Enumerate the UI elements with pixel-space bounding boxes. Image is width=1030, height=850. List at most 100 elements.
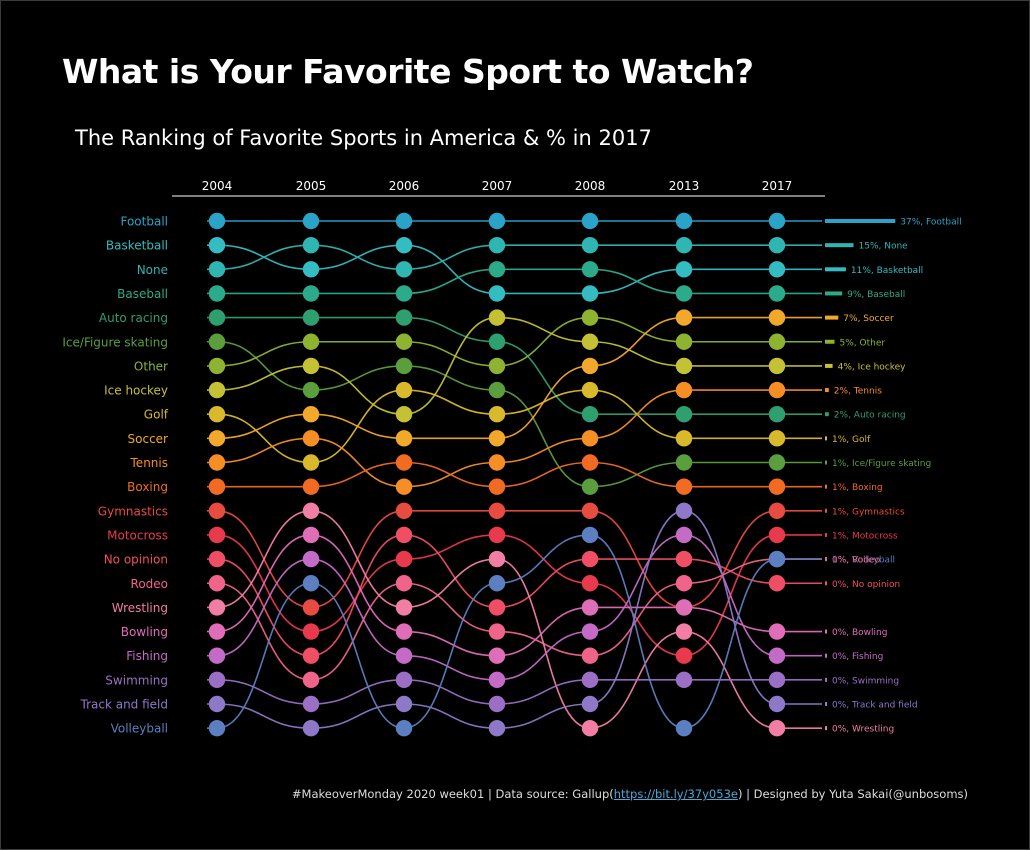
point-motocross-2007 — [488, 526, 506, 544]
point-soccer-2013 — [675, 309, 693, 326]
point-wrestling-2008 — [581, 719, 599, 737]
pct-bar-bowling — [825, 629, 827, 634]
pct-label-ice-figure-skating: 1%, Ice/Figure skating — [832, 459, 931, 469]
point-no-opinion-2008 — [581, 550, 599, 568]
point-track-and-field-2005 — [302, 719, 320, 737]
point-basketball-2008 — [581, 285, 599, 302]
point-volleyball-2017 — [768, 550, 786, 568]
point-wrestling-2007 — [488, 550, 506, 568]
point-motocross-2006 — [395, 550, 413, 568]
point-motocross-2013 — [675, 647, 693, 664]
point-ice-figure-skating-2007 — [488, 381, 506, 399]
year-label-2007: 2007 — [482, 179, 513, 193]
point-track-and-field-2008 — [581, 695, 599, 713]
point-auto-racing-2017 — [768, 406, 786, 423]
point-bowling-2004 — [208, 623, 226, 640]
point-auto-racing-2006 — [395, 309, 413, 326]
left-label-swimming: Swimming — [105, 673, 168, 687]
point-ice-hockey-2005 — [302, 357, 320, 375]
left-label-no-opinion: No opinion — [104, 553, 168, 567]
point-soccer-2008 — [581, 357, 599, 375]
point-none-2007 — [488, 236, 506, 254]
point-basketball-2006 — [395, 236, 413, 254]
series-line-boxing — [207, 461, 822, 488]
point-auto-racing-2008 — [581, 406, 599, 423]
point-no-opinion-2006 — [395, 526, 413, 544]
pct-label-none: 15%, None — [859, 242, 909, 252]
pct-bar-soccer — [825, 315, 839, 320]
pct-label-auto-racing: 2%, Auto racing — [834, 411, 906, 421]
point-auto-racing-2013 — [675, 406, 693, 423]
left-label-gymnastics: Gymnastics — [98, 504, 168, 518]
point-bowling-2005 — [302, 526, 320, 544]
point-wrestling-2013 — [675, 623, 693, 640]
pct-bar-motocross — [825, 532, 827, 537]
point-none-2006 — [395, 261, 413, 278]
point-baseball-2013 — [675, 285, 693, 302]
point-soccer-2005 — [302, 406, 320, 423]
pct-bar-tennis — [825, 388, 829, 393]
point-motocross-2008 — [581, 575, 599, 592]
left-label-tennis: Tennis — [130, 456, 168, 470]
source-link[interactable]: https://bit.ly/37y053e — [613, 787, 738, 801]
point-auto-racing-2007 — [488, 333, 506, 350]
point-basketball-2004 — [208, 236, 226, 254]
point-gymnastics-2007 — [488, 502, 506, 519]
point-football-2007 — [488, 212, 506, 230]
point-basketball-2007 — [488, 285, 506, 302]
point-none-2013 — [675, 236, 693, 254]
pct-bar-no-opinion — [825, 581, 827, 586]
point-no-opinion-2007 — [488, 599, 506, 616]
pct-label-other: 5%, Other — [840, 338, 886, 348]
point-other-2006 — [395, 333, 413, 350]
series-line-ice-hockey — [207, 316, 822, 416]
pct-label-boxing: 1%, Boxing — [832, 483, 883, 493]
point-golf-2013 — [675, 430, 693, 447]
point-volleyball-2013 — [675, 719, 693, 737]
point-fishing-2017 — [768, 647, 786, 664]
point-tennis-2005 — [302, 430, 320, 447]
year-label-2017: 2017 — [762, 179, 793, 193]
pct-label-wrestling: 0%, Wrestling — [832, 725, 894, 735]
point-auto-racing-2004 — [208, 309, 226, 326]
footer-suffix: ) | Designed by Yuta Sakai(@unbosoms) — [737, 787, 968, 801]
point-no-opinion-2005 — [302, 647, 320, 664]
point-golf-2005 — [302, 454, 320, 471]
pct-bar-golf — [825, 436, 827, 441]
point-rodeo-2004 — [208, 575, 226, 592]
pct-label-rodeo: 0%, Rodeo — [832, 556, 881, 566]
point-boxing-2004 — [208, 478, 226, 495]
year-label-2013: 2013 — [669, 179, 700, 193]
pct-bar-none — [825, 243, 854, 248]
left-label-boxing: Boxing — [127, 480, 168, 494]
point-gymnastics-2004 — [208, 502, 226, 519]
point-swimming-2005 — [302, 695, 320, 713]
point-swimming-2013 — [675, 671, 693, 689]
point-auto-racing-2005 — [302, 309, 320, 326]
point-swimming-2007 — [488, 695, 506, 713]
year-label-2004: 2004 — [202, 179, 233, 193]
point-soccer-2006 — [395, 430, 413, 447]
point-basketball-2013 — [675, 261, 693, 278]
point-gymnastics-2006 — [395, 502, 413, 519]
left-label-fishing: Fishing — [126, 649, 168, 663]
point-fishing-2013 — [675, 526, 693, 544]
pct-bar-track-and-field — [825, 702, 827, 706]
point-track-and-field-2007 — [488, 719, 506, 737]
point-football-2005 — [302, 212, 320, 230]
point-bowling-2008 — [581, 599, 599, 616]
point-other-2008 — [581, 309, 599, 326]
point-soccer-2004 — [208, 430, 226, 447]
point-other-2017 — [768, 333, 786, 350]
point-fishing-2008 — [581, 623, 599, 640]
point-tennis-2013 — [675, 381, 693, 399]
point-track-and-field-2006 — [395, 695, 413, 713]
series-line-soccer — [207, 316, 822, 440]
point-gymnastics-2005 — [302, 599, 320, 616]
left-label-rodeo: Rodeo — [131, 577, 168, 591]
footer-prefix: #MakeoverMonday 2020 week01 | Data sourc… — [291, 787, 614, 801]
point-rodeo-2005 — [302, 671, 320, 689]
point-volleyball-2004 — [208, 719, 226, 737]
year-label-2008: 2008 — [575, 179, 606, 193]
point-motocross-2017 — [768, 526, 786, 544]
